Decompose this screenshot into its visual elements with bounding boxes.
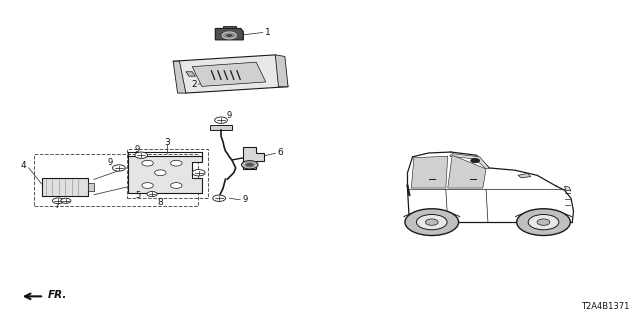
Circle shape [537,219,550,225]
Text: 7: 7 [54,201,60,210]
Circle shape [405,209,459,236]
Polygon shape [210,125,232,130]
Circle shape [214,117,227,123]
Circle shape [155,170,166,176]
Bar [127,149,208,198]
Polygon shape [186,72,195,76]
Polygon shape [192,62,266,86]
Circle shape [61,198,71,203]
Text: T2A4B1371: T2A4B1371 [581,302,630,311]
Text: 6: 6 [278,148,284,157]
Polygon shape [448,155,486,188]
Bar [223,26,236,28]
Circle shape [135,152,148,158]
Text: FR.: FR. [47,290,67,300]
Text: 9: 9 [108,158,113,167]
Circle shape [222,32,236,39]
Circle shape [171,160,182,166]
Circle shape [147,192,157,197]
Circle shape [142,160,154,166]
Polygon shape [450,154,489,169]
Polygon shape [173,61,186,93]
Bar [34,154,198,206]
Polygon shape [129,156,202,193]
Text: 9: 9 [243,195,248,204]
Polygon shape [564,186,571,191]
Circle shape [212,195,225,201]
Bar [42,178,88,196]
Circle shape [516,209,570,236]
Polygon shape [215,28,243,40]
Text: 1: 1 [265,28,271,37]
Circle shape [241,161,258,169]
Circle shape [142,183,154,188]
Text: 9: 9 [227,111,232,120]
Text: 3: 3 [164,138,170,147]
Text: 5: 5 [136,190,141,200]
Polygon shape [243,147,264,169]
Circle shape [192,170,205,176]
Text: 2: 2 [191,80,197,89]
Circle shape [470,158,479,163]
Text: 8: 8 [157,198,163,207]
Circle shape [171,183,182,188]
Polygon shape [275,55,288,87]
Text: 9: 9 [134,145,140,154]
Circle shape [52,198,64,204]
Circle shape [113,165,125,171]
Polygon shape [173,55,288,93]
Polygon shape [412,156,448,188]
Circle shape [426,219,438,225]
Bar [88,183,94,191]
Polygon shape [518,173,531,178]
Circle shape [225,34,233,37]
Circle shape [417,214,447,230]
Text: 4: 4 [21,161,26,170]
Circle shape [528,214,559,230]
Circle shape [245,163,254,167]
